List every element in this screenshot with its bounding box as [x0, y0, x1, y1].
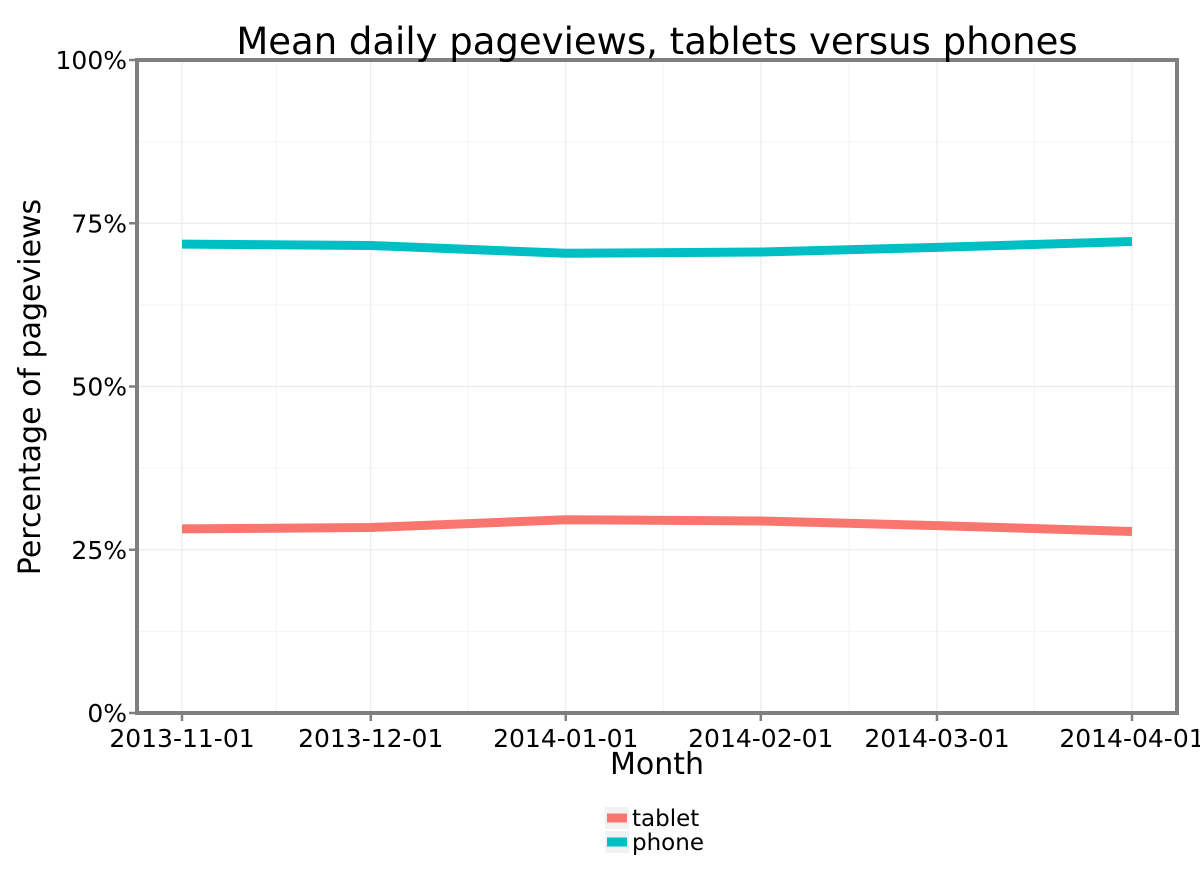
legend-item-phone: phone	[605, 830, 704, 856]
x-tick-label: 2014-02-01	[688, 724, 833, 753]
y-axis-label: Percentage of pageviews	[13, 199, 48, 575]
x-axis: 2013-11-01 2013-12-01 2014-01-01 2014-02-01…	[109, 713, 1200, 753]
grid-major	[137, 59, 1177, 714]
x-axis-label: Month	[610, 747, 704, 782]
series-line-tablet	[181, 515, 1133, 536]
series-layer	[181, 237, 1133, 536]
legend-label: phone	[632, 830, 704, 856]
x-tick-label: 2013-11-01	[109, 724, 254, 753]
y-axis: 0% 25% 50% 75% 100%	[56, 46, 137, 728]
y-tick-label: 50%	[71, 373, 127, 402]
x-tick-label: 2014-03-01	[864, 724, 1009, 753]
legend-item-tablet: tablet	[605, 806, 699, 832]
legend-label: tablet	[632, 806, 699, 832]
x-tick-label: 2013-12-01	[298, 724, 443, 753]
x-tick-label: 2014-04-01	[1059, 724, 1200, 753]
x-tick-label: 2014-01-01	[493, 724, 638, 753]
y-tick-label: 75%	[71, 209, 127, 238]
y-tick-label: 0%	[87, 699, 127, 728]
series-line-phone	[181, 237, 1133, 258]
chart-title: Mean daily pageviews, tablets versus pho…	[236, 20, 1077, 63]
y-tick-label: 25%	[71, 536, 127, 565]
y-tick-label: 100%	[56, 46, 127, 75]
